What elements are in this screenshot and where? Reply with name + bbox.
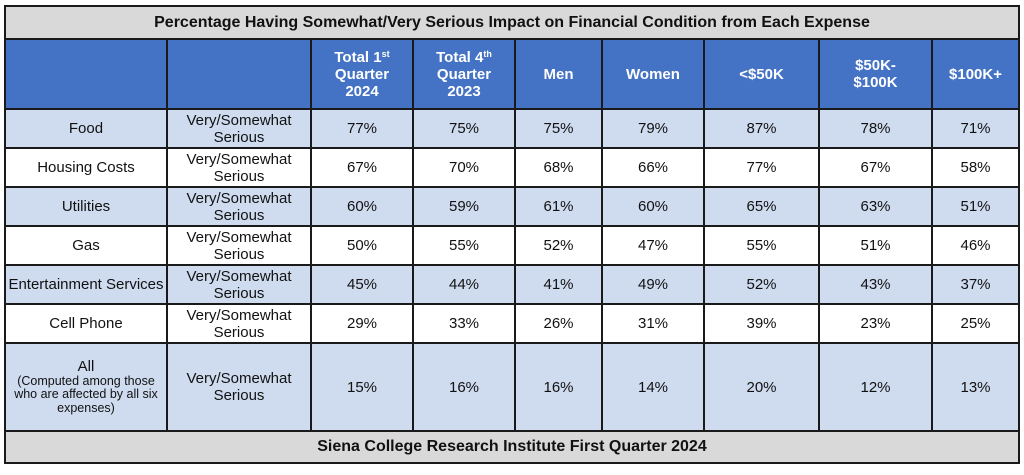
value-cell: 65% (703, 186, 820, 227)
measure-label: Very/Somewhat Serious (166, 264, 312, 305)
all-label-main: All (77, 357, 95, 375)
row-label: Cell Phone (4, 303, 168, 344)
value-cell: 75% (412, 108, 516, 149)
value-cell: 55% (703, 225, 820, 266)
value-cell: 77% (310, 108, 414, 149)
column-header: Total 4th Quarter 2023 (412, 38, 516, 110)
header-row: Total 1st Quarter 2024 Total 4th Quarter 202… (4, 38, 1020, 110)
value-cell: 29% (310, 303, 414, 344)
value-cell: 20% (703, 342, 820, 432)
column-header: Women (601, 38, 705, 110)
measure-label: Very/Somewhat Serious (166, 108, 312, 149)
value-cell: 26% (514, 303, 603, 344)
value-cell: 67% (310, 147, 414, 188)
table-row-all: All (Computed among those who are affect… (4, 342, 1020, 432)
table-title: Percentage Having Somewhat/Very Serious … (4, 5, 1020, 40)
measure-label: Very/Somewhat Serious (166, 342, 312, 432)
column-header: $100K+ (931, 38, 1020, 110)
column-header: Total 1st Quarter 2024 (310, 38, 414, 110)
value-cell: 41% (514, 264, 603, 305)
value-cell: 60% (601, 186, 705, 227)
value-cell: 59% (412, 186, 516, 227)
expense-impact-table: Percentage Having Somewhat/Very Serious … (4, 5, 1020, 464)
value-cell: 67% (818, 147, 933, 188)
column-header: Men (514, 38, 603, 110)
value-cell: 37% (931, 264, 1020, 305)
header-blank-measure (166, 38, 312, 110)
value-cell: 45% (310, 264, 414, 305)
table-row: Food Very/Somewhat Serious 77% 75% 75% 79… (4, 108, 1020, 149)
row-label: Utilities (4, 186, 168, 227)
all-label-note: (Computed among those who are affected b… (14, 373, 158, 415)
value-cell: 50% (310, 225, 414, 266)
value-cell: 43% (818, 264, 933, 305)
value-cell: 44% (412, 264, 516, 305)
expense-impact-table-frame: Percentage Having Somewhat/Very Serious … (4, 5, 1020, 469)
value-cell: 46% (931, 225, 1020, 266)
table-row: Gas Very/Somewhat Serious 50% 55% 52% 47%… (4, 225, 1020, 266)
column-header: <$50K (703, 38, 820, 110)
value-cell: 16% (412, 342, 516, 432)
value-cell: 47% (601, 225, 705, 266)
value-cell: 25% (931, 303, 1020, 344)
table-footer: Siena College Research Institute First Q… (4, 430, 1020, 464)
row-label-all: All (Computed among those who are affect… (4, 342, 168, 432)
table-row: Housing Costs Very/Somewhat Serious 67% 7… (4, 147, 1020, 188)
value-cell: 51% (931, 186, 1020, 227)
value-cell: 31% (601, 303, 705, 344)
header-blank-category (4, 38, 168, 110)
measure-label: Very/Somewhat Serious (166, 303, 312, 344)
row-label: Gas (4, 225, 168, 266)
value-cell: 71% (931, 108, 1020, 149)
value-cell: 55% (412, 225, 516, 266)
value-cell: 15% (310, 342, 414, 432)
value-cell: 51% (818, 225, 933, 266)
value-cell: 78% (818, 108, 933, 149)
footer-row: Siena College Research Institute First Q… (4, 430, 1020, 464)
value-cell: 60% (310, 186, 414, 227)
value-cell: 79% (601, 108, 705, 149)
measure-label: Very/Somewhat Serious (166, 186, 312, 227)
value-cell: 33% (412, 303, 516, 344)
value-cell: 12% (818, 342, 933, 432)
value-cell: 49% (601, 264, 705, 305)
value-cell: 39% (703, 303, 820, 344)
table-row: Utilities Very/Somewhat Serious 60% 59% 6… (4, 186, 1020, 227)
measure-label: Very/Somewhat Serious (166, 147, 312, 188)
column-header: $50K- $100K (818, 38, 933, 110)
value-cell: 87% (703, 108, 820, 149)
value-cell: 63% (818, 186, 933, 227)
value-cell: 52% (514, 225, 603, 266)
value-cell: 68% (514, 147, 603, 188)
value-cell: 14% (601, 342, 705, 432)
title-row: Percentage Having Somewhat/Very Serious … (4, 5, 1020, 40)
row-label: Food (4, 108, 168, 149)
value-cell: 75% (514, 108, 603, 149)
value-cell: 52% (703, 264, 820, 305)
value-cell: 23% (818, 303, 933, 344)
table-row: Cell Phone Very/Somewhat Serious 29% 33% … (4, 303, 1020, 344)
table-row: Entertainment Services Very/Somewhat Seri… (4, 264, 1020, 305)
value-cell: 13% (931, 342, 1020, 432)
row-label: Entertainment Services (4, 264, 168, 305)
row-label: Housing Costs (4, 147, 168, 188)
value-cell: 58% (931, 147, 1020, 188)
value-cell: 66% (601, 147, 705, 188)
measure-label: Very/Somewhat Serious (166, 225, 312, 266)
value-cell: 77% (703, 147, 820, 188)
value-cell: 70% (412, 147, 516, 188)
value-cell: 61% (514, 186, 603, 227)
value-cell: 16% (514, 342, 603, 432)
